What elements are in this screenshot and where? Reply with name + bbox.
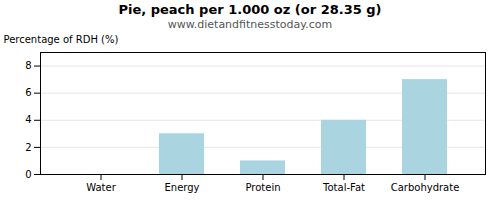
html-text:www.dietandfitnesstoday.com: www.dietandfitnesstoday.com bbox=[167, 18, 333, 31]
svg-text:0: 0 bbox=[25, 169, 31, 180]
svg-text:Percentage of RDH (%): Percentage of RDH (%) bbox=[4, 34, 119, 45]
svg-text:6: 6 bbox=[25, 87, 31, 98]
svg-text:Carbohydrate: Carbohydrate bbox=[391, 182, 460, 193]
svg-text:Total-Fat: Total-Fat bbox=[322, 182, 365, 193]
svg-text:Water: Water bbox=[86, 182, 116, 193]
svg-text:8: 8 bbox=[25, 60, 31, 71]
svg-text:4: 4 bbox=[25, 114, 31, 125]
html-text:Pie, peach per 1.000 oz (or 28: Pie, peach per 1.000 oz (or 28.35 g) bbox=[118, 2, 382, 17]
svg-text:Energy: Energy bbox=[164, 182, 199, 193]
svg-text:2: 2 bbox=[25, 142, 31, 153]
svg-text:Protein: Protein bbox=[245, 182, 280, 193]
